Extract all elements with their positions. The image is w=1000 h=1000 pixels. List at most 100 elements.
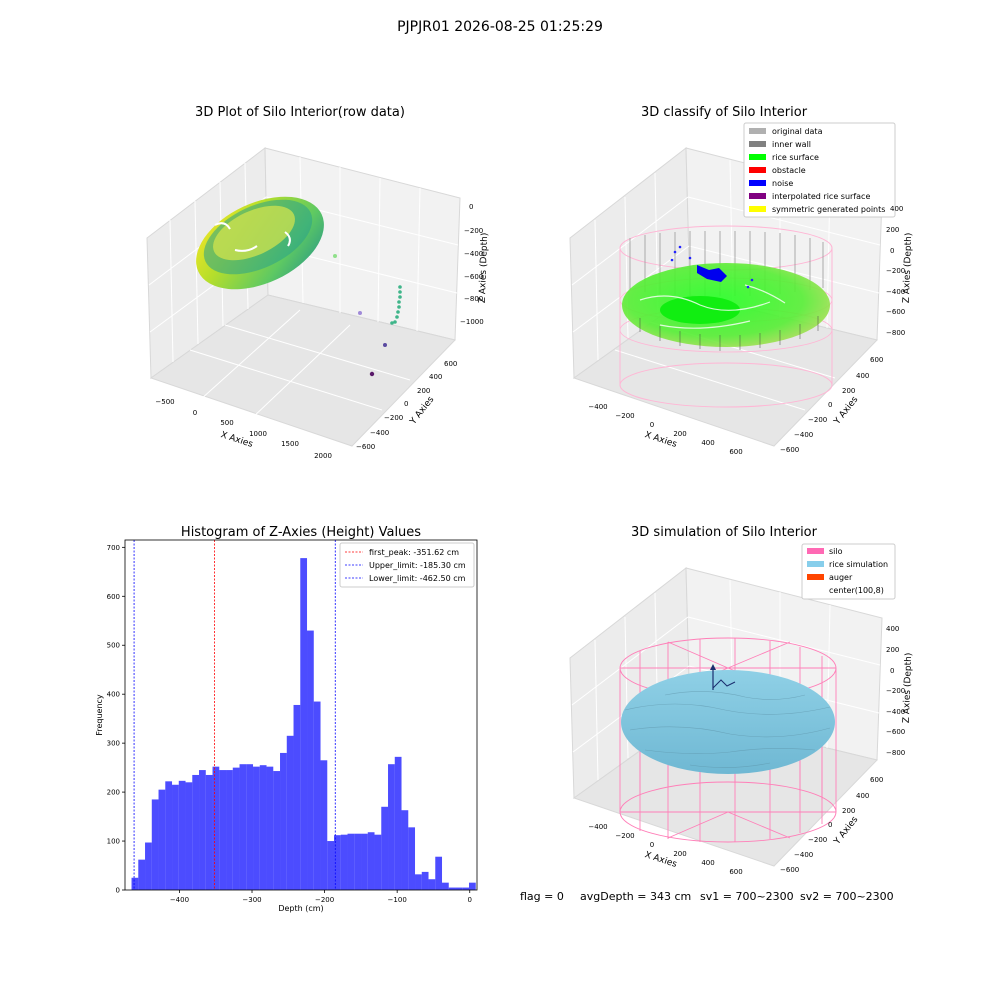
histogram-bar: [259, 765, 267, 890]
legend-label-lower-limit: Lower_limit: -462.50 cm: [369, 574, 466, 583]
classify-plot-title: 3D classify of Silo Interior: [641, 105, 808, 120]
classify-y-ticks: 600 400 200 0 −200 −400 −600: [780, 356, 883, 454]
legend-label-auger: auger: [829, 573, 853, 582]
simulation-plot-title: 3D simulation of Silo Interior: [631, 525, 818, 540]
legend-swatch-obstacle: [749, 167, 766, 173]
raw-outlier-point: [383, 343, 387, 347]
figure-suptitle: PJPJR01 2026-08-25 01:25:29: [397, 19, 603, 35]
histogram-bar: [253, 766, 260, 890]
histogram-y-ticks: 0 100 200 300 400 500 600 700: [107, 544, 125, 895]
raw-y-tick: 600: [444, 360, 457, 368]
simulation-legend: silo rice simulation auger center(100,8): [801, 543, 896, 600]
legend-swatch-symmetric: [749, 206, 766, 212]
histogram-bar: [300, 558, 308, 890]
classify-z-tick: 400: [890, 205, 903, 213]
histogram-bar: [307, 630, 314, 890]
raw-3d-box: [146, 147, 461, 447]
legend-label-first-peak: first_peak: -351.62 cm: [369, 548, 459, 557]
histogram-bar: [212, 766, 220, 890]
raw-y-tick: −400: [370, 429, 389, 437]
histogram-bar: [286, 735, 294, 890]
histogram-bar: [374, 834, 382, 890]
histogram-bar: [158, 789, 166, 890]
raw-x-tick: 2000: [314, 452, 332, 460]
simulation-y-tick: 200: [842, 807, 855, 815]
histogram-bar: [347, 833, 355, 890]
histogram-bar: [219, 770, 227, 890]
simulation-y-tick: 600: [870, 776, 883, 784]
legend-swatch-rice-surface: [749, 154, 766, 160]
histogram-bar: [415, 874, 422, 890]
simulation-y-axis-label: Y Axies: [832, 815, 861, 848]
histogram-bar: [151, 799, 159, 890]
histogram-bar: [273, 771, 281, 890]
classify-y-tick: 200: [842, 387, 855, 395]
simulation-z-ticks: 400 200 0 −200 −400 −600 −800: [886, 625, 905, 757]
raw-y-axis-label: Y Axies: [408, 395, 437, 428]
raw-z-tick: −400: [464, 250, 483, 258]
classify-x-tick: 600: [729, 448, 742, 456]
raw-x-tick: 1000: [249, 430, 267, 438]
histogram-bar: [185, 782, 193, 890]
legend-swatch-rice-simulation: [807, 561, 824, 567]
simulation-auger: [710, 664, 736, 690]
raw-z-tick: −600: [464, 273, 483, 281]
classify-y-tick: −200: [808, 416, 827, 424]
histogram-bar: [381, 806, 389, 890]
histogram-y-axis-label: Frequency: [95, 694, 104, 736]
histogram-bar: [455, 887, 463, 890]
classify-y-tick: −400: [794, 431, 813, 439]
legend-label-upper-limit: Upper_limit: -185.30 cm: [369, 561, 466, 570]
classify-z-axis-label: Z Axies (Depth): [902, 233, 914, 304]
simulation-x-tick: −200: [615, 832, 634, 840]
legend-label-silo: silo: [829, 547, 843, 556]
simulation-x-tick: −400: [588, 823, 607, 831]
legend-swatch-noise: [749, 180, 766, 186]
histogram-vlines: [133, 540, 336, 890]
legend-label-noise: noise: [772, 179, 793, 188]
histogram-y-tick-label: 500: [107, 642, 120, 650]
simulation-x-tick: 200: [673, 850, 686, 858]
classify-y-tick: 600: [870, 356, 883, 364]
simulation-z-tick: −400: [886, 708, 905, 716]
legend-label-symmetric: symmetric generated points: [772, 205, 885, 214]
legend-label-rice-simulation: rice simulation: [829, 560, 888, 569]
histogram-bar: [226, 770, 233, 890]
histogram-bar: [205, 774, 213, 890]
histogram-y-tick-label: 100: [107, 838, 120, 846]
status-flag: flag = 0: [520, 890, 564, 903]
histogram-y-tick-label: 300: [107, 740, 120, 748]
histogram-bar: [421, 871, 429, 890]
simulation-x-tick: 600: [729, 868, 742, 876]
legend-swatch-inner-wall: [749, 141, 766, 147]
panel-classify-3d: 3D classify of Silo Interior: [569, 105, 914, 456]
histogram-bar: [442, 882, 449, 890]
legend-swatch-auger: [807, 574, 824, 580]
histogram-bar: [394, 756, 402, 890]
raw-x-tick: 1500: [281, 440, 299, 448]
classify-y-tick: −600: [780, 446, 799, 454]
histogram-bar: [334, 835, 341, 890]
classify-x-tick: 400: [701, 439, 714, 447]
histogram-bar: [232, 767, 240, 890]
simulation-z-tick: −200: [886, 687, 905, 695]
histogram-axes-frame: [124, 539, 478, 891]
histogram-title: Histogram of Z-Axies (Height) Values: [181, 525, 421, 540]
raw-y-tick: −200: [384, 414, 403, 422]
simulation-x-ticks: −400 −200 0 200 400 600: [588, 823, 742, 876]
histogram-bar: [408, 827, 416, 890]
histogram-bar: [172, 784, 179, 890]
classify-z-tick: −400: [886, 288, 905, 296]
raw-z-tick: −800: [464, 295, 483, 303]
histogram-x-tick-label: −200: [315, 896, 334, 904]
histogram-bar: [165, 781, 173, 890]
histogram-bar: [192, 774, 200, 890]
histogram-bar: [280, 752, 287, 890]
raw-z-axis-label: Z Axies (Depth): [478, 233, 490, 304]
histogram-y-tick-label: 400: [107, 691, 120, 699]
histogram-bar: [239, 764, 247, 890]
histogram-bar: [293, 704, 301, 890]
raw-outlier-point: [333, 254, 337, 258]
simulation-z-tick: −600: [886, 728, 905, 736]
classify-z-tick: −600: [886, 308, 905, 316]
